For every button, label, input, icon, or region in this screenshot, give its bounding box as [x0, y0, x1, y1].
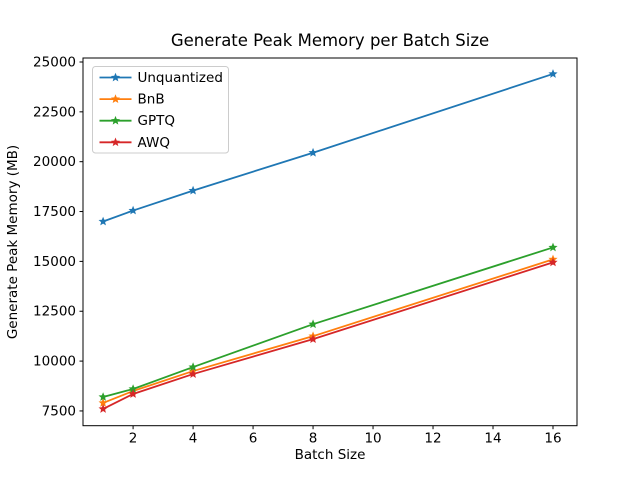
x-axis-label: Batch Size — [295, 447, 366, 463]
y-tick-label: 22500 — [33, 104, 76, 120]
legend-label: BnB — [138, 92, 165, 108]
star-marker-icon — [548, 257, 558, 267]
y-tick-label: 10000 — [33, 354, 76, 370]
series-markers-gptq — [98, 242, 558, 401]
legend-label: AWQ — [138, 135, 170, 151]
series-markers-awq — [98, 257, 558, 413]
star-marker-icon — [98, 392, 108, 401]
y-tick-label: 15000 — [33, 254, 76, 270]
legend: Unquantized BnB GPTQ AWQ — [92, 66, 229, 154]
y-tick-label: 20000 — [33, 154, 76, 170]
x-tick-label: 4 — [189, 431, 198, 447]
star-marker-icon — [98, 398, 108, 407]
star-marker-icon — [548, 69, 558, 78]
series-line-gptq — [102, 246, 554, 398]
y-tick-label: 25000 — [33, 54, 76, 70]
y-tick-label: 12500 — [33, 304, 76, 320]
legend-star-marker-icon — [110, 94, 121, 103]
star-marker-icon — [128, 389, 138, 398]
legend-star-marker-icon — [110, 115, 121, 125]
star-marker-icon — [188, 362, 198, 371]
star-marker-icon — [128, 384, 138, 393]
star-marker-icon — [548, 242, 558, 252]
plot-area: 2 4 6 8 10 12 14 16 7500 10000 12500 15000 17500 2000… — [33, 54, 578, 447]
star-marker-icon — [98, 404, 108, 413]
legend-star-marker-icon — [110, 72, 121, 82]
star-marker-icon — [128, 205, 138, 215]
x-tick-label: 6 — [249, 431, 258, 447]
x-tick-label: 10 — [364, 431, 381, 447]
star-marker-icon — [308, 319, 318, 329]
star-marker-icon — [98, 216, 108, 226]
star-marker-icon — [188, 185, 198, 195]
legend-label: Unquantized — [138, 70, 223, 86]
legend-label: GPTQ — [138, 113, 175, 129]
star-marker-icon — [308, 147, 318, 157]
chart-title: Generate Peak Memory per Batch Size — [171, 31, 489, 50]
legend-frame — [92, 66, 229, 154]
x-tick-label: 2 — [129, 431, 138, 447]
star-marker-icon — [308, 334, 318, 344]
star-marker-icon — [188, 369, 198, 378]
axes-spines — [82, 57, 578, 427]
x-tick-label: 8 — [309, 431, 318, 447]
x-tick-label: 12 — [424, 431, 441, 447]
legend-star-marker-icon — [110, 137, 121, 147]
y-tick-label: 7500 — [42, 403, 76, 419]
y-axis-label: Generate Peak Memory (MB) — [5, 145, 21, 339]
x-tick-label: 14 — [484, 431, 501, 447]
series-markers-unquantized — [98, 69, 558, 226]
series-line-awq — [102, 261, 554, 410]
y-tick-label: 17500 — [33, 204, 76, 220]
x-tick-label: 16 — [544, 431, 561, 447]
